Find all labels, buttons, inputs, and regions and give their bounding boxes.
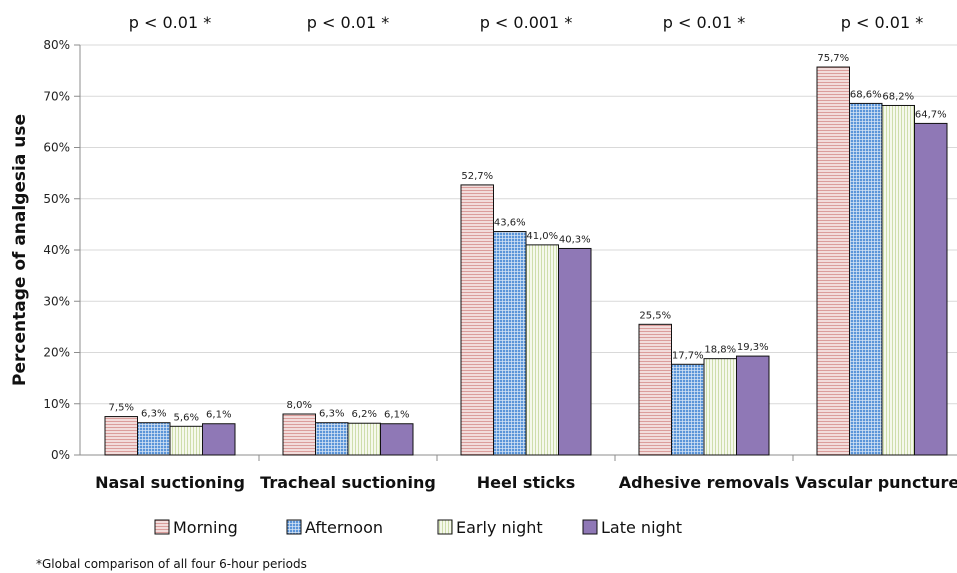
- footnote: *Global comparison of all four 6-hour pe…: [36, 557, 307, 571]
- y-tick-label: 0%: [51, 448, 70, 462]
- legend-swatch-afternoon: [286, 519, 302, 535]
- data-label: 75,7%: [817, 53, 849, 64]
- p-value-annotation: p < 0.01 *: [841, 13, 923, 32]
- y-tick-label: 10%: [43, 397, 70, 411]
- bar-late-night: [380, 423, 414, 456]
- y-tick-label: 60%: [43, 141, 70, 155]
- bar-late-night: [558, 247, 592, 456]
- bar-early-night: [347, 422, 381, 456]
- bar-early-night: [881, 104, 915, 456]
- y-tick-label: 20%: [43, 346, 70, 360]
- x-category-label: Adhesive removals: [619, 473, 790, 492]
- data-label: 52,7%: [461, 171, 493, 182]
- bar-morning: [816, 66, 850, 456]
- y-tick-label: 30%: [43, 294, 70, 308]
- x-category-label: Vascular punctures: [795, 473, 957, 492]
- data-label: 6,1%: [206, 410, 231, 421]
- data-label: 8,0%: [287, 400, 312, 411]
- bar-late-night: [736, 355, 770, 456]
- y-tick-label: 40%: [43, 243, 70, 257]
- legend-swatch-early-night: [437, 519, 453, 535]
- data-label: 5,6%: [174, 412, 199, 423]
- legend-swatch-morning: [154, 519, 170, 535]
- y-tick-label: 80%: [43, 38, 70, 52]
- legend-label: Afternoon: [305, 518, 383, 537]
- bar-morning: [638, 323, 672, 456]
- data-label: 40,3%: [559, 234, 591, 245]
- data-label: 6,3%: [141, 409, 166, 420]
- data-label: 7,5%: [109, 403, 134, 414]
- bar-afternoon: [671, 363, 705, 456]
- y-axis-title: Percentage of analgesia use: [10, 114, 30, 386]
- data-label: 41,0%: [526, 231, 558, 242]
- bar-morning: [104, 416, 138, 456]
- legend-label: Early night: [456, 518, 543, 537]
- bar-afternoon: [493, 231, 527, 456]
- data-label: 6,3%: [319, 409, 344, 420]
- bar-afternoon: [849, 102, 883, 456]
- legend-swatch-late-night: [582, 519, 598, 535]
- p-value-annotation: p < 0.001 *: [480, 13, 573, 32]
- bar-early-night: [169, 425, 203, 456]
- bar-afternoon: [315, 422, 349, 456]
- data-label: 43,6%: [494, 218, 526, 229]
- data-label: 64,7%: [915, 109, 947, 120]
- x-category-label: Heel sticks: [477, 473, 575, 492]
- p-value-annotation: p < 0.01 *: [663, 13, 745, 32]
- data-label: 25,5%: [639, 310, 671, 321]
- bar-morning: [460, 184, 494, 456]
- data-label: 18,8%: [704, 345, 736, 356]
- data-label: 6,2%: [352, 409, 377, 420]
- data-label: 6,1%: [384, 410, 409, 421]
- bar-late-night: [914, 122, 948, 456]
- p-value-annotation: p < 0.01 *: [129, 13, 211, 32]
- bar-early-night: [703, 358, 737, 456]
- legend-label: Late night: [601, 518, 682, 537]
- bar-afternoon: [137, 422, 171, 456]
- bar-late-night: [202, 423, 236, 456]
- y-tick-label: 50%: [43, 192, 70, 206]
- y-tick-label: 70%: [43, 89, 70, 103]
- x-category-label: Nasal suctioning: [95, 473, 245, 492]
- data-label: 19,3%: [737, 342, 769, 353]
- data-label: 17,7%: [672, 350, 704, 361]
- legend-label: Morning: [173, 518, 238, 537]
- p-value-annotation: p < 0.01 *: [307, 13, 389, 32]
- x-category-label: Tracheal suctioning: [260, 473, 436, 492]
- data-label: 68,2%: [882, 91, 914, 102]
- bar-early-night: [525, 244, 559, 456]
- data-label: 68,6%: [850, 89, 882, 100]
- bar-morning: [282, 413, 316, 456]
